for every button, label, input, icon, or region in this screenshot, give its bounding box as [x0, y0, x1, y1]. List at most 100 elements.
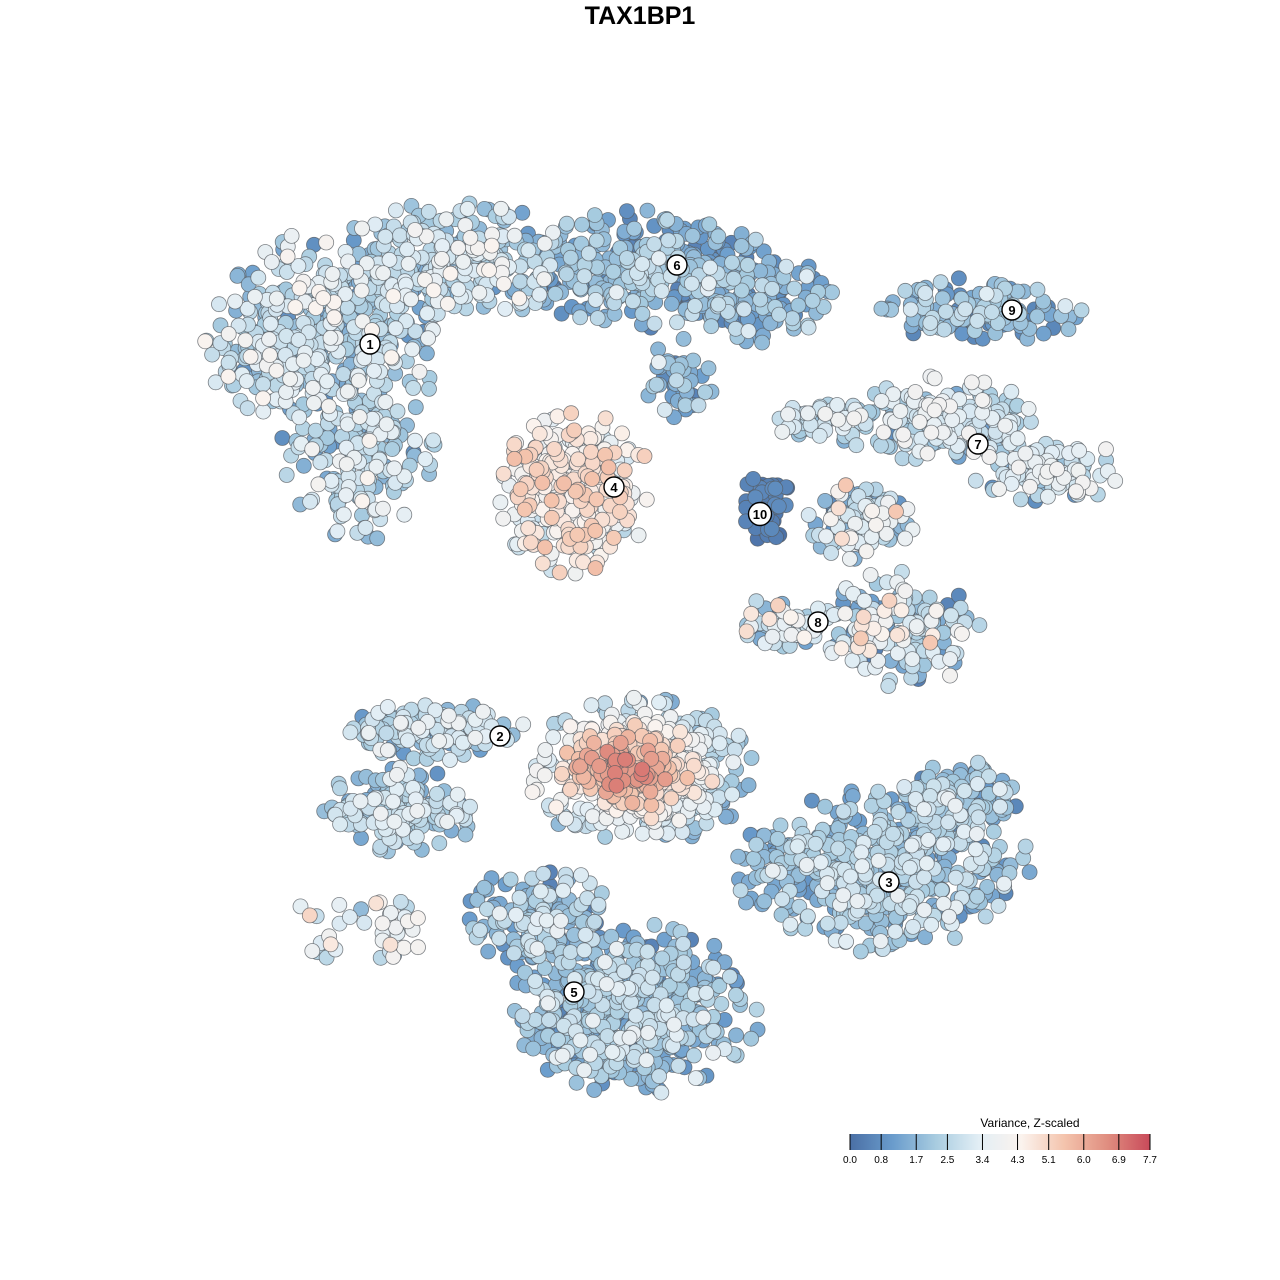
cell-point	[263, 254, 280, 270]
cluster-label-text: 5	[570, 985, 577, 1000]
cell-point	[255, 376, 272, 393]
cell-point	[492, 494, 509, 511]
cell-point	[881, 592, 898, 609]
cluster-label-4: 4	[603, 476, 625, 498]
cell-point	[748, 836, 765, 853]
cell-point	[671, 812, 688, 829]
cell-point	[1035, 325, 1052, 342]
cell-point	[410, 939, 426, 956]
cell-point	[255, 403, 272, 420]
cell-point	[710, 296, 727, 313]
cell-point	[350, 372, 367, 389]
cell-point	[354, 220, 370, 237]
cell-point	[920, 832, 937, 848]
cell-point	[399, 732, 416, 749]
cell-point	[638, 491, 655, 508]
cell-point	[569, 526, 586, 543]
cell-point	[405, 380, 422, 396]
cell-point	[566, 422, 583, 439]
cell-point	[935, 836, 952, 853]
cell-point	[369, 530, 386, 547]
cell-point	[916, 801, 932, 818]
cell-point	[670, 1057, 687, 1074]
cell-point	[780, 406, 796, 423]
cell-point	[739, 257, 756, 273]
cell-point	[654, 950, 671, 967]
cell-point	[1071, 442, 1087, 459]
cell-point	[366, 362, 382, 379]
cell-point	[598, 976, 615, 993]
cell-point	[374, 500, 391, 517]
cell-point	[554, 766, 570, 782]
cell-point	[638, 1052, 655, 1069]
cell-point	[733, 238, 750, 254]
cell-point	[583, 697, 600, 714]
cell-point	[875, 424, 892, 441]
cell-point	[332, 816, 349, 833]
cell-point	[1068, 483, 1084, 500]
cell-point	[250, 269, 267, 286]
cell-point	[1010, 459, 1027, 476]
cell-point	[616, 963, 633, 980]
cell-point	[855, 609, 872, 625]
cell-point	[844, 652, 861, 669]
cell-point	[835, 887, 852, 904]
cell-point	[942, 667, 958, 684]
cell-point	[648, 376, 665, 393]
cell-point	[640, 1025, 656, 1041]
cell-point	[643, 797, 660, 813]
cell-point	[817, 798, 833, 815]
cell-point	[374, 915, 391, 932]
cell-point	[386, 813, 403, 830]
cell-point	[383, 349, 400, 366]
cell-point	[551, 564, 568, 581]
cell-point	[1020, 400, 1037, 417]
cell-point	[1049, 461, 1065, 478]
cell-point	[586, 1082, 603, 1098]
cell-point	[608, 777, 625, 794]
cluster-label-text: 10	[753, 507, 767, 522]
cluster-label-5: 5	[563, 981, 585, 1003]
cell-point	[420, 330, 437, 347]
cell-point	[842, 551, 858, 567]
cell-point	[643, 810, 660, 827]
cell-point	[268, 362, 285, 379]
cell-point	[386, 460, 403, 477]
cell-point	[409, 803, 426, 819]
cell-point	[246, 288, 263, 305]
cell-point	[537, 742, 554, 758]
cell-point	[429, 765, 446, 782]
cell-point	[917, 285, 934, 301]
cell-point	[425, 282, 442, 299]
cell-point	[634, 761, 651, 777]
cell-point	[800, 319, 817, 336]
cell-point	[730, 848, 747, 865]
cell-point	[229, 267, 246, 284]
cell-point	[764, 628, 781, 645]
cell-point	[220, 368, 237, 385]
cell-point	[698, 985, 715, 1001]
cell-point	[922, 634, 939, 651]
cell-point	[304, 441, 321, 458]
cell-point	[857, 915, 874, 932]
cell-point	[391, 227, 408, 244]
cell-point	[291, 280, 308, 297]
cell-point	[853, 630, 869, 647]
cell-point	[675, 954, 692, 971]
cell-point	[387, 202, 404, 219]
cell-point	[495, 510, 512, 527]
cell-point	[368, 895, 385, 912]
cell-point	[326, 309, 343, 326]
cell-point	[555, 882, 571, 899]
cell-point	[576, 1062, 593, 1079]
cell-point	[956, 783, 973, 799]
cell-point	[1029, 308, 1046, 325]
cell-point	[483, 237, 500, 254]
cell-point	[291, 409, 308, 426]
cell-point	[491, 905, 508, 922]
cell-point	[743, 750, 760, 766]
cell-point	[410, 719, 427, 736]
cell-point	[923, 916, 940, 933]
cell-point	[892, 403, 909, 420]
cell-point	[650, 250, 667, 267]
